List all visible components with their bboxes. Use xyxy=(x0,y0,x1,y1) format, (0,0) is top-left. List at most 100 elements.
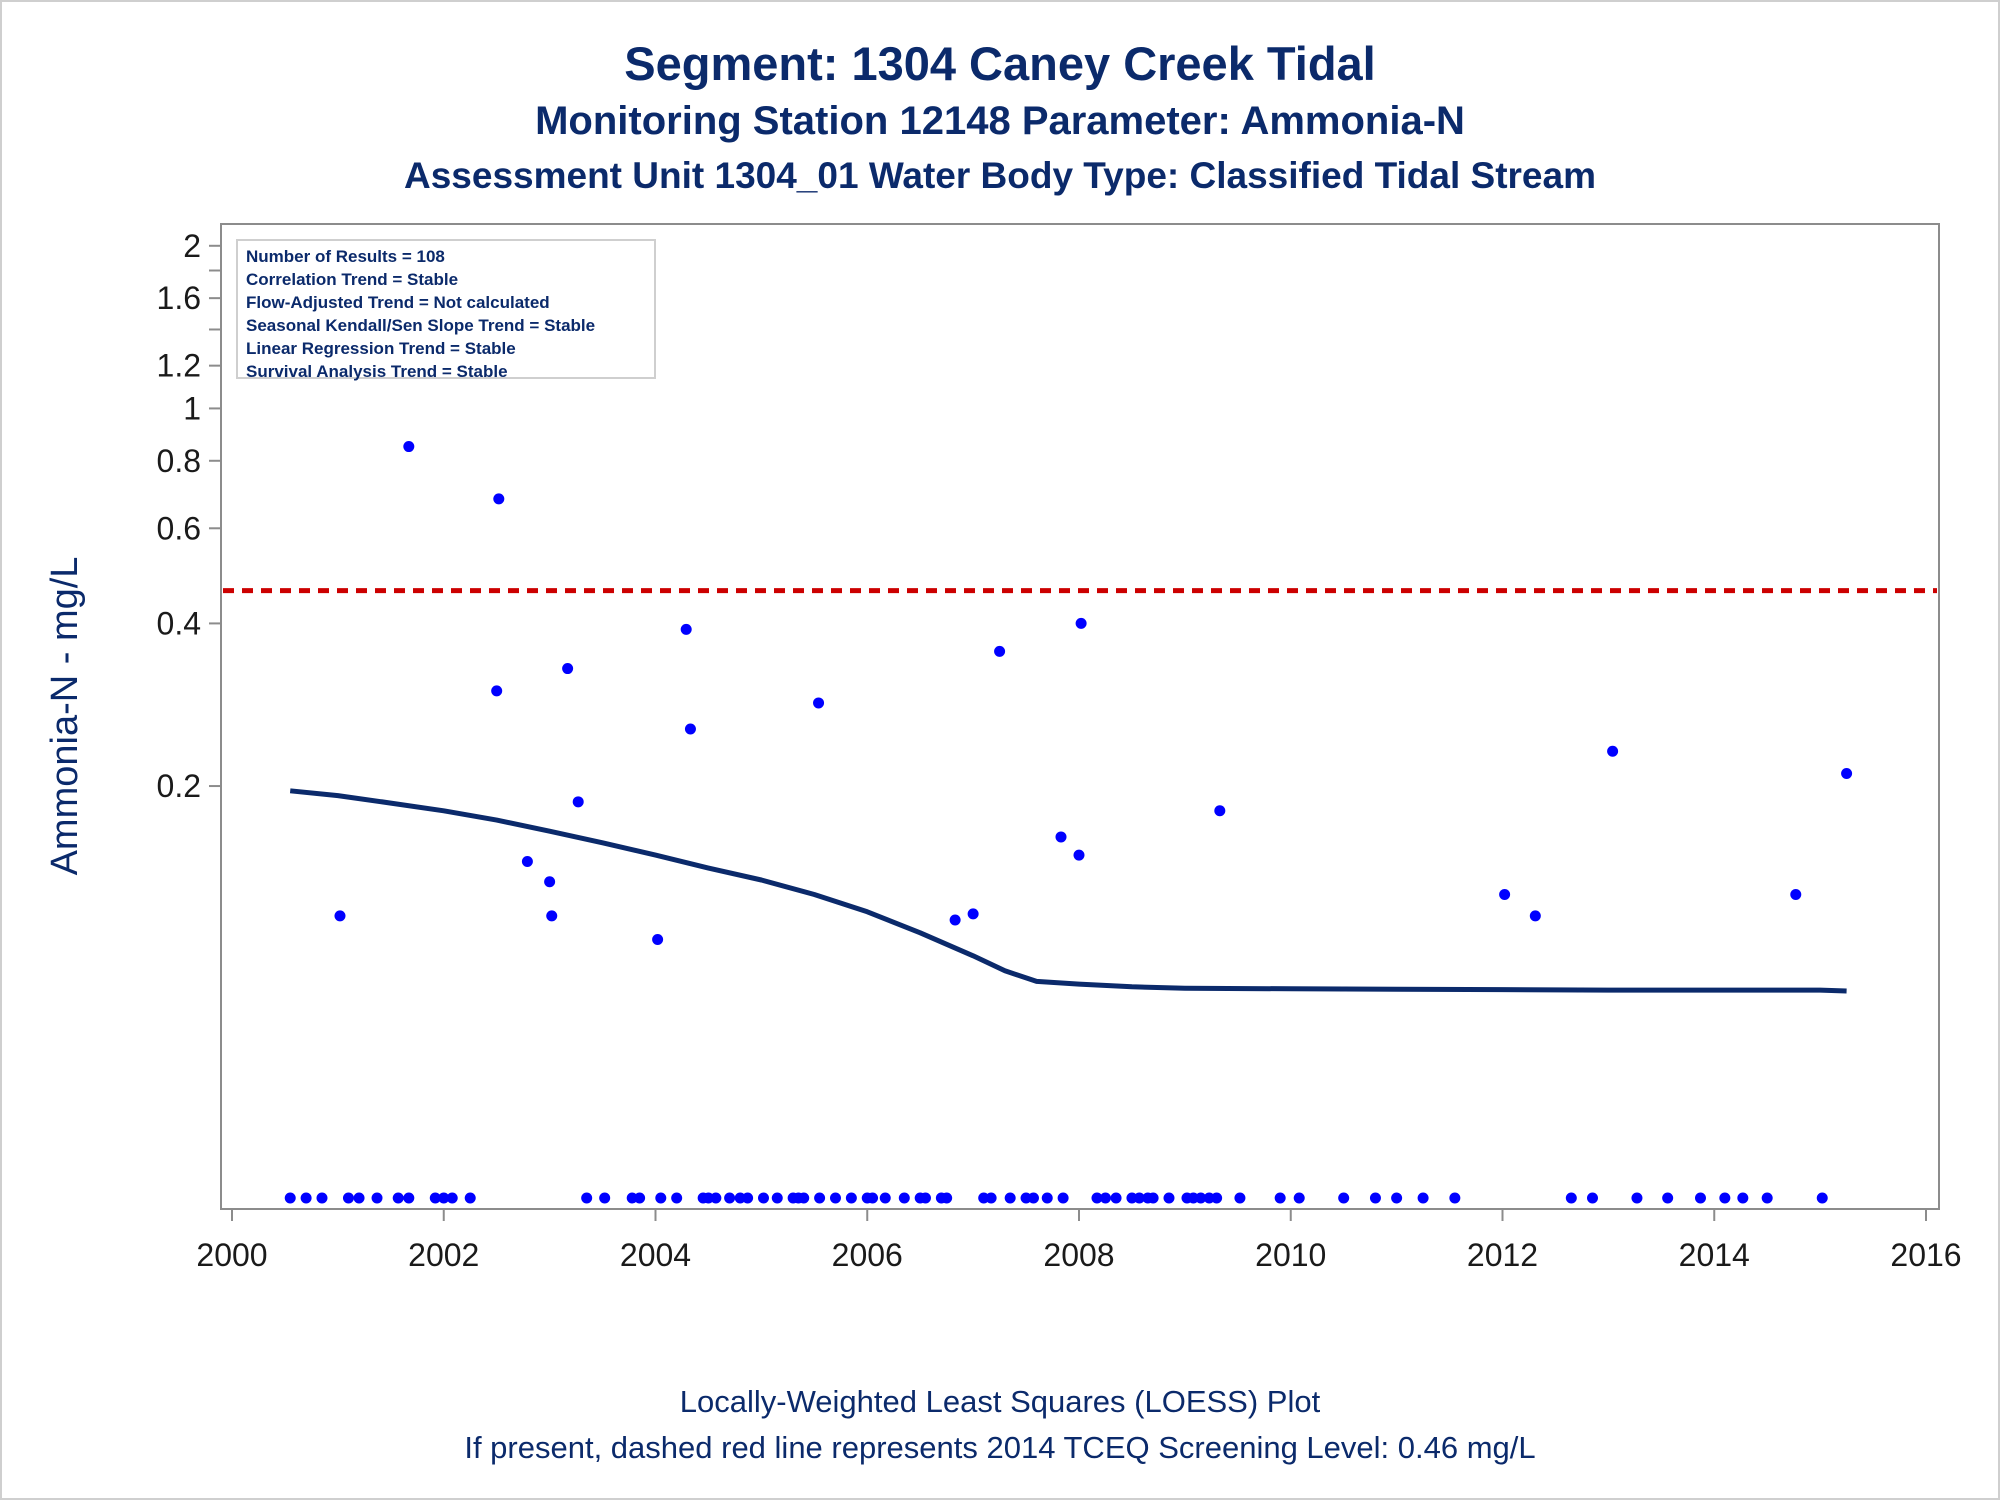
data-point xyxy=(652,933,664,945)
y-tick-label: 0.2 xyxy=(157,768,201,804)
non-detect-point xyxy=(829,1192,841,1204)
non-detect-point xyxy=(724,1192,736,1204)
y-tick-label: 2 xyxy=(183,228,201,264)
non-detect-point xyxy=(316,1192,328,1204)
non-detect-point xyxy=(1565,1192,1577,1204)
non-detect-point xyxy=(1163,1192,1175,1204)
x-tick-label: 2000 xyxy=(196,1237,267,1273)
non-detect-point xyxy=(1057,1192,1069,1204)
non-detect-point xyxy=(353,1192,365,1204)
x-tick-label: 2004 xyxy=(620,1237,691,1273)
trend-stat-line: Survival Analysis Trend = Stable xyxy=(246,362,508,381)
non-detect-point xyxy=(1586,1192,1598,1204)
non-detect-point xyxy=(1761,1192,1773,1204)
non-detect-point xyxy=(814,1192,826,1204)
non-detect-point xyxy=(284,1192,296,1204)
non-detect-point xyxy=(403,1192,415,1204)
non-detect-point xyxy=(1719,1192,1731,1204)
data-point xyxy=(562,663,574,675)
x-tick-label: 2002 xyxy=(408,1237,479,1273)
y-tick-label: 1.6 xyxy=(157,280,201,316)
trend-stat-line: Seasonal Kendall/Sen Slope Trend = Stabl… xyxy=(246,316,596,335)
data-point xyxy=(994,645,1006,657)
non-detect-point xyxy=(1338,1192,1350,1204)
non-detect-point xyxy=(634,1192,646,1204)
data-point xyxy=(544,876,556,888)
data-point xyxy=(491,685,503,697)
non-detect-point xyxy=(1293,1192,1305,1204)
non-detect-point xyxy=(771,1192,783,1204)
data-point xyxy=(572,796,584,808)
loess-curve xyxy=(289,788,1847,994)
x-tick-label: 2010 xyxy=(1255,1237,1326,1273)
trend-stat-line: Flow-Adjusted Trend = Not calculated xyxy=(246,293,550,312)
y-tick-label: 1.2 xyxy=(157,348,201,384)
non-detect-point xyxy=(429,1192,441,1204)
x-tick-label: 2012 xyxy=(1467,1237,1538,1273)
trend-stat-line: Correlation Trend = Stable xyxy=(246,270,459,289)
non-detect-point xyxy=(1211,1192,1223,1204)
non-detect-point xyxy=(1662,1192,1674,1204)
non-detect-point xyxy=(1099,1192,1111,1204)
non-detect-point xyxy=(671,1192,683,1204)
non-detect-point xyxy=(919,1192,931,1204)
y-tick-label: 0.4 xyxy=(157,605,201,641)
data-point xyxy=(1841,767,1853,779)
non-detect-point xyxy=(879,1192,891,1204)
data-point xyxy=(1055,831,1067,843)
non-detect-point xyxy=(1449,1192,1461,1204)
non-detect-point xyxy=(985,1192,997,1204)
data-point xyxy=(334,910,346,922)
non-detect-point xyxy=(1391,1192,1403,1204)
non-detect-point xyxy=(1369,1192,1381,1204)
data-point xyxy=(1214,805,1226,817)
non-detect-point xyxy=(1737,1192,1749,1204)
non-detect-point xyxy=(1417,1192,1429,1204)
non-detect-point xyxy=(1041,1192,1053,1204)
non-detect-point xyxy=(1091,1192,1103,1204)
non-detect-point xyxy=(599,1192,611,1204)
non-detect-point xyxy=(941,1192,953,1204)
y-axis-label: Ammonia-N - mg/L xyxy=(44,557,86,876)
x-tick-label: 2014 xyxy=(1679,1237,1750,1273)
non-detect-point xyxy=(581,1192,593,1204)
y-tick-label: 0.6 xyxy=(157,510,201,546)
y-tick-label: 0.8 xyxy=(157,443,201,479)
non-detect-point xyxy=(1234,1192,1246,1204)
data-point xyxy=(1499,888,1511,900)
non-detect-point xyxy=(1631,1192,1643,1204)
non-detect-point xyxy=(1274,1192,1286,1204)
non-detect-point xyxy=(798,1192,810,1204)
non-detect-point xyxy=(1195,1192,1207,1204)
non-detect-point xyxy=(464,1192,476,1204)
y-tick-label: 1 xyxy=(183,390,201,426)
data-point xyxy=(1607,745,1619,757)
non-detect-points xyxy=(284,1192,1828,1204)
non-detect-point xyxy=(867,1192,879,1204)
non-detect-point xyxy=(1816,1192,1828,1204)
non-detect-point xyxy=(710,1192,722,1204)
non-detect-point xyxy=(446,1192,458,1204)
footnote-loess: Locally-Weighted Least Squares (LOESS) P… xyxy=(679,1384,1321,1419)
data-point xyxy=(684,723,696,735)
chart-subtitle-assessment: Assessment Unit 1304_01 Water Body Type:… xyxy=(404,155,1596,196)
trend-stat-line: Linear Regression Trend = Stable xyxy=(246,339,516,358)
data-point xyxy=(1075,617,1087,629)
data-point xyxy=(1073,849,1085,861)
non-detect-point xyxy=(342,1192,354,1204)
non-detect-point xyxy=(371,1192,383,1204)
data-point xyxy=(521,856,533,868)
non-detect-point xyxy=(845,1192,857,1204)
non-detect-point xyxy=(1110,1192,1122,1204)
x-tick-label: 2008 xyxy=(1043,1237,1114,1273)
data-point xyxy=(680,623,692,635)
data-point xyxy=(546,910,558,922)
non-detect-point xyxy=(757,1192,769,1204)
non-detect-point xyxy=(1027,1192,1039,1204)
data-point xyxy=(1529,910,1541,922)
x-axis: 2000 2002 2004 2006 2008 2010 2012 2014 2016 xyxy=(196,1209,1962,1273)
chart-title: Segment: 1304 Caney Creek Tidal xyxy=(624,37,1376,90)
non-detect-point xyxy=(392,1192,404,1204)
data-point xyxy=(1790,888,1802,900)
